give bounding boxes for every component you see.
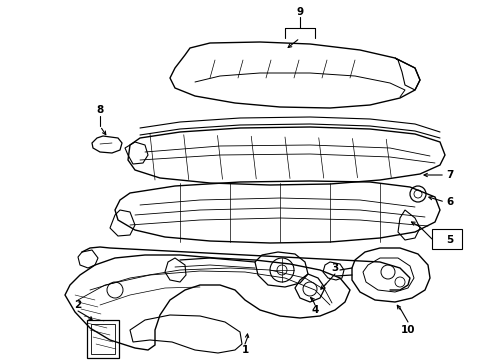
Text: 8: 8	[97, 105, 103, 115]
Bar	[87, 320, 119, 358]
Text: 4: 4	[311, 305, 318, 315]
Bar	[91, 324, 115, 354]
Text: 6: 6	[446, 197, 454, 207]
Text: 5: 5	[446, 235, 454, 245]
Text: 2: 2	[74, 300, 82, 310]
Text: 9: 9	[296, 7, 304, 17]
Text: 3: 3	[331, 263, 339, 273]
Text: 1: 1	[242, 345, 248, 355]
Text: 10: 10	[401, 325, 415, 335]
Text: 7: 7	[446, 170, 454, 180]
